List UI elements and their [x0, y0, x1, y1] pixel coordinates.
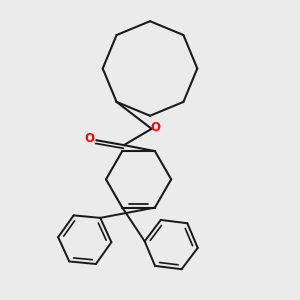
Text: O: O [151, 121, 160, 134]
Text: O: O [84, 132, 94, 145]
